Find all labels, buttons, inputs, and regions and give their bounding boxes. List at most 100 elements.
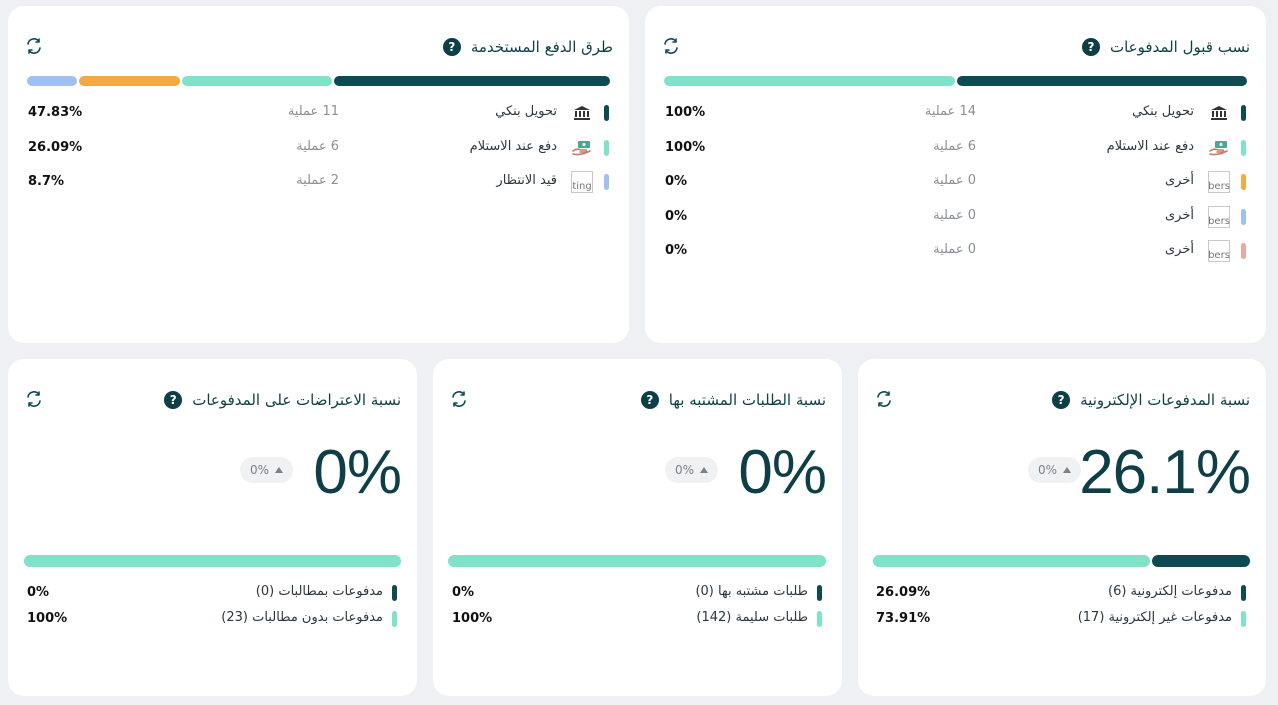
suspicious-title: نسبة الطلبات المشتبه بها ? xyxy=(640,391,826,409)
bar-segment xyxy=(956,76,1247,86)
cash-on-delivery-icon xyxy=(1208,137,1230,159)
list-item-percentage: 26.09% xyxy=(28,139,83,155)
broken-image-icon: bers xyxy=(1208,240,1230,262)
trend-up-icon xyxy=(700,467,709,473)
trend-badge: 0% xyxy=(1028,457,1082,483)
methods-card: طرق الدفع المستخدمة ? تحويل بنكي 11 عملية… xyxy=(8,6,629,343)
color-marker xyxy=(817,611,822,627)
color-marker xyxy=(604,105,609,121)
color-marker xyxy=(1241,208,1246,225)
trend-badge: 0% xyxy=(665,457,719,483)
color-marker xyxy=(817,585,822,601)
trend-value: 0% xyxy=(675,463,695,477)
list-item-count: 0 عملية xyxy=(933,207,976,223)
legend-item: مدفوعات بمطالبات (0) 0% xyxy=(27,583,397,603)
list-item-label: أخرى xyxy=(1165,207,1194,223)
help-icon[interactable]: ? xyxy=(164,391,183,409)
suspicious-value: 0% xyxy=(738,438,827,507)
bank-icon xyxy=(1208,102,1230,124)
cash-on-delivery-icon xyxy=(571,137,593,159)
list-item-percentage: 8.7% xyxy=(28,174,65,189)
list-item: ting قيد الانتظار 2 عملية 8.7% xyxy=(28,171,609,193)
electronic-title-text: نسبة المدفوعات الإلكترونية xyxy=(1080,391,1250,409)
bar-segment xyxy=(1152,555,1250,567)
list-item-percentage: 0% xyxy=(665,243,688,258)
list-item-count: 14 عملية xyxy=(924,104,976,119)
refresh-icon[interactable] xyxy=(24,36,44,56)
bar-segment xyxy=(448,555,826,567)
legend-label: مدفوعات بمطالبات (0) xyxy=(255,584,383,599)
list-item-percentage: 47.83% xyxy=(28,105,83,120)
list-item-count: 6 عملية xyxy=(933,138,976,154)
list-item: تحويل بنكي 11 عملية 47.83% xyxy=(28,102,609,124)
help-icon[interactable]: ? xyxy=(1052,391,1071,409)
list-item: دفع عند الاستلام 6 عملية 26.09% xyxy=(28,137,609,159)
help-icon[interactable]: ? xyxy=(640,391,659,409)
list-item: bers أخرى 0 عملية 0% xyxy=(665,205,1246,228)
legend-percentage: 73.91% xyxy=(876,611,931,626)
trend-up-icon xyxy=(1063,467,1072,473)
trend-up-icon xyxy=(275,467,284,473)
broken-image-icon: bers xyxy=(1208,205,1230,228)
legend-percentage: 100% xyxy=(452,611,493,626)
bank-icon xyxy=(571,102,593,124)
list-item-count: 0 عملية xyxy=(933,173,976,188)
color-marker xyxy=(1241,174,1246,190)
refresh-icon[interactable] xyxy=(874,389,894,409)
legend-percentage: 26.09% xyxy=(876,585,931,600)
legend-label: مدفوعات غير إلكترونية (17) xyxy=(1077,610,1232,625)
list-item-percentage: 100% xyxy=(665,105,706,120)
acceptance-bar xyxy=(664,76,1247,86)
legend-label: طلبات مشتبه بها (0) xyxy=(695,584,808,599)
bar-segment xyxy=(79,76,180,86)
list-item-percentage: 100% xyxy=(665,139,706,155)
bar-segment xyxy=(664,76,955,86)
legend-item: مدفوعات بدون مطالبات (23) 100% xyxy=(27,609,397,629)
legend-label: طلبات سليمة (142) xyxy=(696,610,808,625)
legend-percentage: 0% xyxy=(452,585,475,600)
color-marker xyxy=(604,139,609,156)
color-marker xyxy=(1241,611,1246,627)
legend-item: طلبات سليمة (142) 100% xyxy=(452,609,822,629)
color-marker xyxy=(1241,139,1246,156)
list-item-percentage: 0% xyxy=(665,174,688,189)
electronic-value: 26.1% xyxy=(1079,438,1251,507)
color-marker xyxy=(1241,243,1246,259)
list-item-label: دفع عند الاستلام xyxy=(1106,138,1194,154)
legend-label: مدفوعات بدون مطالبات (23) xyxy=(221,610,383,625)
legend-item: مدفوعات غير إلكترونية (17) 73.91% xyxy=(876,609,1246,629)
bar-segment xyxy=(27,76,78,86)
refresh-icon[interactable] xyxy=(449,389,469,409)
list-item-label: أخرى xyxy=(1165,242,1194,257)
list-item-label: تحويل بنكي xyxy=(495,104,557,119)
broken-image-icon: ting xyxy=(571,171,593,193)
list-item: دفع عند الاستلام 6 عملية 100% xyxy=(665,137,1246,159)
color-marker xyxy=(392,611,397,627)
bar-segment xyxy=(24,555,401,567)
disputes-title: نسبة الاعتراضات على المدفوعات ? xyxy=(164,391,401,409)
list-item-count: 6 عملية xyxy=(296,138,339,154)
disputes-value: 0% xyxy=(313,438,402,507)
color-marker xyxy=(1241,585,1246,601)
acceptance-title: نسب قبول المدفوعات ? xyxy=(1081,38,1250,56)
suspicious-bar xyxy=(448,555,826,567)
legend-label: مدفوعات إلكترونية (6) xyxy=(1107,584,1232,599)
methods-title-text: طرق الدفع المستخدمة xyxy=(470,38,613,56)
color-marker xyxy=(392,585,397,601)
electronic-title: نسبة المدفوعات الإلكترونية ? xyxy=(1052,391,1250,409)
refresh-icon[interactable] xyxy=(24,389,44,409)
acceptance-title-text: نسب قبول المدفوعات xyxy=(1109,38,1250,56)
methods-bar xyxy=(27,76,610,86)
help-icon[interactable]: ? xyxy=(1081,38,1100,56)
list-item-label: تحويل بنكي xyxy=(1132,104,1194,119)
list-item-label: دفع عند الاستلام xyxy=(469,138,557,154)
color-marker xyxy=(604,174,609,190)
bar-segment xyxy=(873,555,1151,567)
list-item-count: 2 عملية xyxy=(296,173,339,188)
list-item: bers أخرى 0 عملية 0% xyxy=(665,240,1246,262)
suspicious-card: نسبة الطلبات المشتبه بها ? 0% 0% طلبات م… xyxy=(433,359,842,696)
legend-item: مدفوعات إلكترونية (6) 26.09% xyxy=(876,583,1246,603)
legend-percentage: 0% xyxy=(27,585,50,600)
refresh-icon[interactable] xyxy=(661,36,681,56)
help-icon[interactable]: ? xyxy=(442,38,461,56)
